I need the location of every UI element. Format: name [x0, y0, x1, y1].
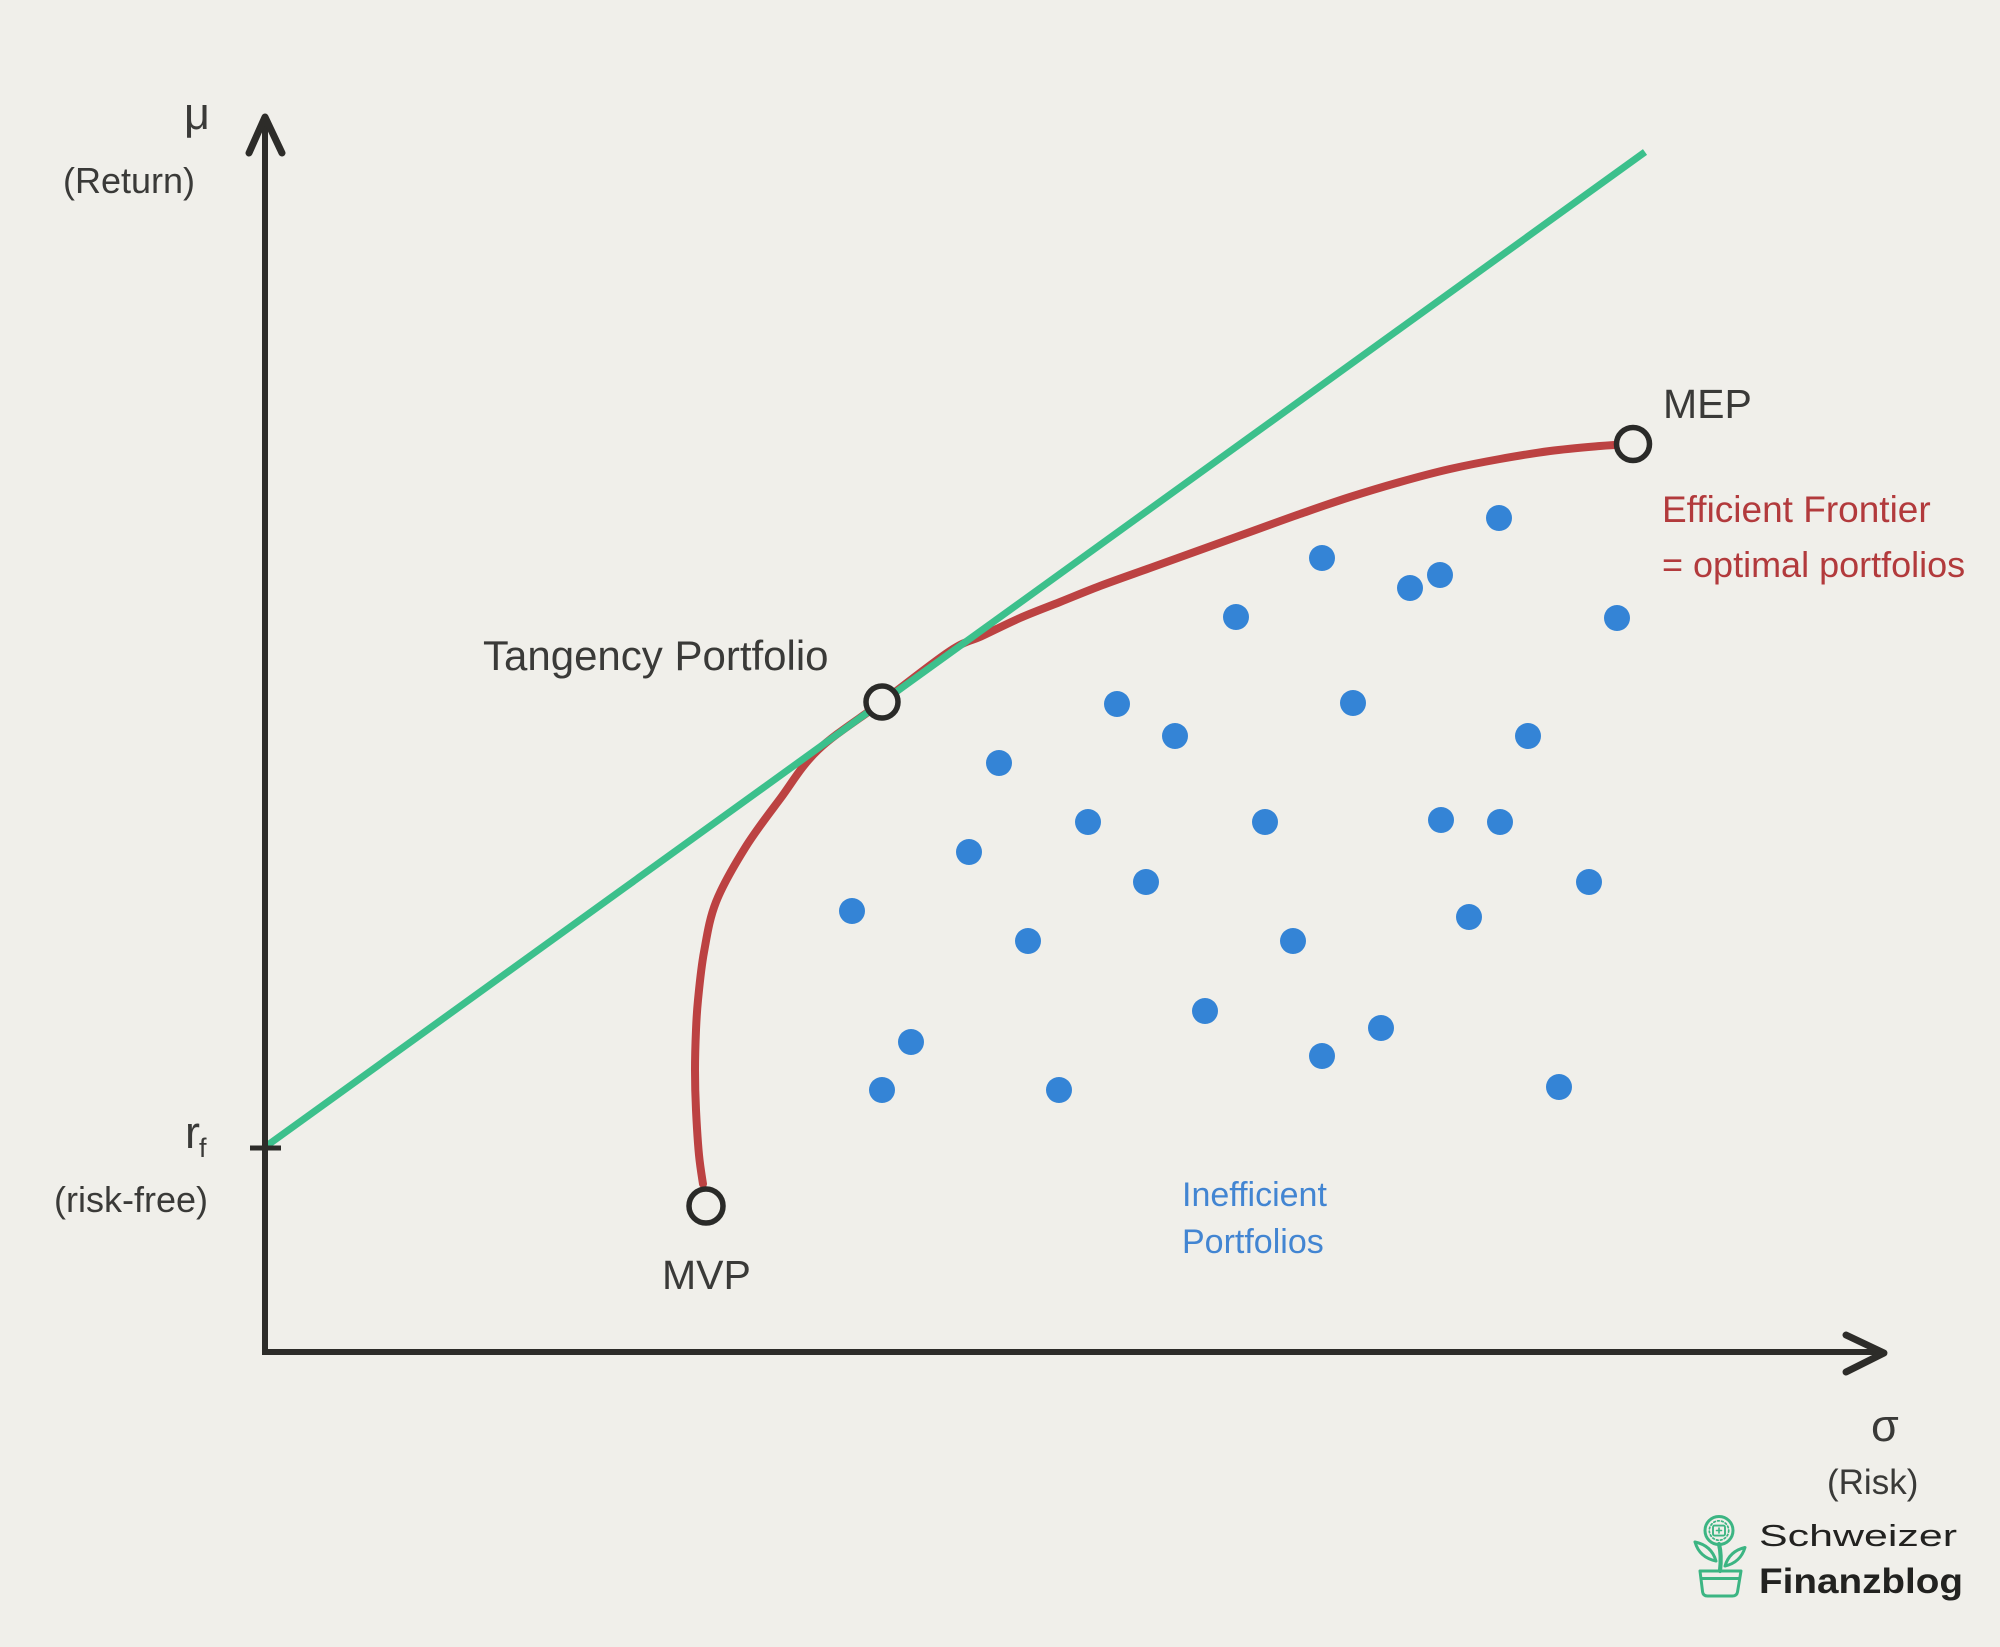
- svg-text:μ: μ: [184, 88, 210, 139]
- svg-text:Portfolios: Portfolios: [1182, 1223, 1324, 1261]
- svg-text:(risk-free): (risk-free): [54, 1179, 208, 1220]
- svg-text:(Risk): (Risk): [1827, 1463, 1918, 1502]
- svg-text:Schweizer: Schweizer: [1759, 1518, 1957, 1553]
- svg-text:= optimal portfolios: = optimal portfolios: [1662, 544, 1965, 585]
- svg-text:MEP: MEP: [1663, 381, 1752, 427]
- svg-text:MVP: MVP: [662, 1252, 751, 1298]
- svg-text:σ: σ: [1871, 1400, 1899, 1451]
- svg-text:Tangency Portfolio: Tangency Portfolio: [483, 632, 829, 679]
- svg-text:Finanzblog: Finanzblog: [1759, 1562, 1963, 1601]
- svg-text:r: r: [185, 1107, 200, 1158]
- svg-text:f: f: [199, 1133, 207, 1163]
- svg-text:Inefficient: Inefficient: [1182, 1176, 1327, 1214]
- svg-text:Efficient Frontier: Efficient Frontier: [1662, 489, 1931, 530]
- svg-text:(Return): (Return): [63, 160, 195, 201]
